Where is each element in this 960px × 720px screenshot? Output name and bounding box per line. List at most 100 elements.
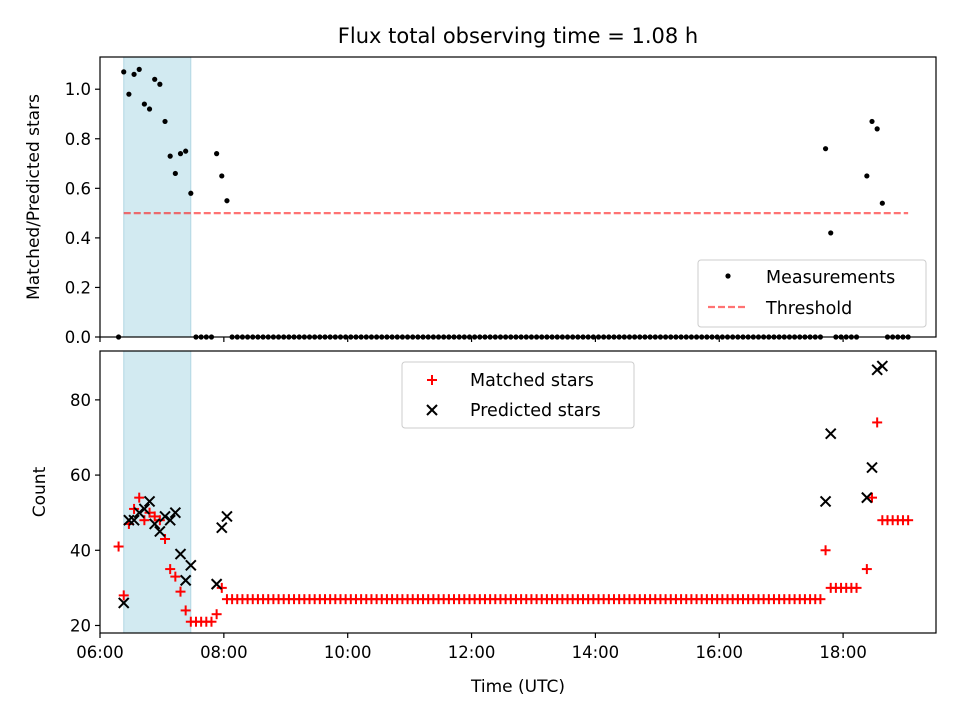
data-point <box>815 594 826 605</box>
data-point-b <box>819 495 832 508</box>
bottom-x-axis-label: Time (UTC) <box>470 677 565 697</box>
legend-measurements-label: Measurements <box>766 268 895 288</box>
shaded-interval <box>123 350 192 634</box>
top-axes-frame <box>99 56 937 338</box>
data-point <box>123 514 135 526</box>
top-y-axis-label: Matched/Predicted stars <box>24 94 44 300</box>
data-point <box>828 230 834 236</box>
data-point <box>136 66 142 72</box>
data-point <box>128 514 140 526</box>
data-point <box>822 146 829 152</box>
x-tick-label: 16:00 <box>695 643 743 662</box>
data-point <box>872 417 883 428</box>
legend-matched-label: Matched stars <box>470 371 594 391</box>
data-point <box>820 545 831 556</box>
data-point <box>183 148 189 154</box>
y-tick-label: 40 <box>70 541 91 560</box>
data-point <box>172 170 178 177</box>
bottom-legend-box <box>401 361 635 429</box>
legend-predicted-marker <box>426 404 438 416</box>
top-legend: Measurements Threshold <box>697 259 927 328</box>
bottom-plot-background <box>123 350 192 634</box>
data-point <box>219 173 225 179</box>
data-point-b <box>128 514 140 526</box>
x-tick-label: 12:00 <box>448 643 496 662</box>
data-point <box>874 126 880 132</box>
x-tick-label: 06:00 <box>76 643 124 662</box>
data-point <box>162 118 168 125</box>
data-point <box>188 190 194 196</box>
data-point-b <box>118 597 130 609</box>
y-tick-label: 1.0 <box>65 80 91 99</box>
y-tick-label: 0.6 <box>65 179 91 198</box>
data-point <box>211 609 222 620</box>
data-point <box>864 173 870 179</box>
data-point <box>210 578 223 590</box>
data-point <box>118 597 130 609</box>
x-tick-label: 18:00 <box>819 643 867 662</box>
data-point <box>861 564 872 575</box>
bottom-y-axis-label: Count <box>30 466 50 517</box>
data-point <box>141 101 147 107</box>
data-point <box>179 574 192 587</box>
data-point <box>134 492 145 503</box>
data-point <box>131 71 137 77</box>
top-x-ticks <box>99 337 844 342</box>
data-point-b <box>825 428 837 440</box>
top-legend-box <box>697 259 927 328</box>
data-point-b <box>221 510 233 523</box>
data-point <box>113 541 124 552</box>
y-tick-label: 0.0 <box>65 328 91 347</box>
data-point <box>177 151 184 157</box>
y-tick-label: 20 <box>70 616 91 635</box>
data-point-b <box>143 495 156 508</box>
data-point <box>903 515 914 526</box>
data-point <box>170 571 181 582</box>
bottom-y-ticks: 20 40 60 80 <box>70 391 100 635</box>
bottom-legend: Matched stars Predicted stars <box>401 361 635 429</box>
data-point <box>869 118 875 125</box>
data-point <box>185 559 197 572</box>
data-point <box>148 518 161 530</box>
legend-threshold-label: Threshold <box>765 299 852 319</box>
data-point <box>851 582 862 593</box>
data-point-b <box>185 559 197 572</box>
data-point <box>143 495 156 508</box>
data-point <box>118 590 129 601</box>
data-point-b <box>123 514 135 526</box>
data-point <box>876 360 889 372</box>
data-point-b <box>861 491 873 504</box>
data-point <box>138 503 151 515</box>
data-point <box>121 69 127 75</box>
data-point <box>861 491 873 504</box>
data-point <box>164 514 176 526</box>
x-tick-label: 14:00 <box>572 643 620 662</box>
bottom-x-ticks: 06:00 08:00 10:00 12:00 14:00 16:00 18:00 <box>76 633 867 662</box>
y-tick-label: 80 <box>70 391 91 410</box>
data-point <box>866 461 878 474</box>
data-point-b <box>138 503 151 515</box>
x-tick-label: 08:00 <box>200 643 248 662</box>
shaded-interval <box>123 56 192 338</box>
data-point <box>214 151 220 157</box>
data-point <box>146 106 153 112</box>
data-point <box>157 81 163 87</box>
x-tick-label: 10:00 <box>324 643 372 662</box>
data-point <box>165 564 176 575</box>
legend-predicted-label: Predicted stars <box>470 401 601 421</box>
data-point <box>174 548 187 560</box>
y-tick-label: 0.4 <box>65 229 91 248</box>
data-point <box>221 510 233 523</box>
data-point <box>216 522 228 534</box>
data-point-b <box>179 574 192 587</box>
legend-matched-marker <box>427 375 437 385</box>
legend-measurements-marker <box>725 273 731 279</box>
data-point-b <box>210 578 223 590</box>
data-point-b <box>174 548 187 560</box>
data-point <box>149 511 160 522</box>
data-point <box>180 605 191 616</box>
bottom-data-marks <box>113 360 914 627</box>
data-point-b <box>876 360 889 372</box>
data-point-b <box>148 518 161 530</box>
